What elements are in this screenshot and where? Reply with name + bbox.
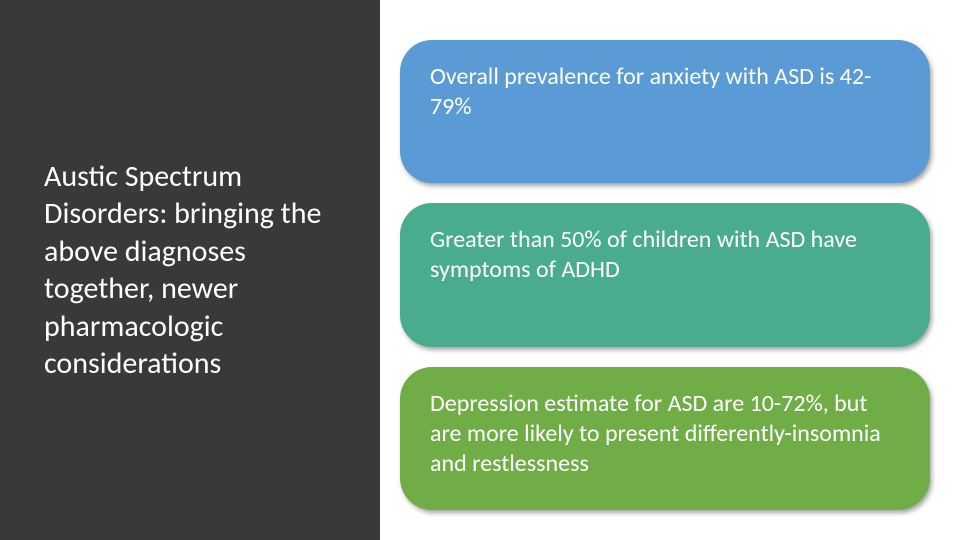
- info-card: Depression estimate for ASD are 10-72%, …: [400, 367, 930, 510]
- info-card: Overall prevalence for anxiety with ASD …: [400, 40, 930, 183]
- title-panel: Austic Spectrum Disorders: bringing the …: [0, 0, 380, 540]
- info-card-text: Depression estimate for ASD are 10-72%, …: [430, 389, 900, 479]
- slide-title: Austic Spectrum Disorders: bringing the …: [44, 158, 340, 383]
- cards-panel: Overall prevalence for anxiety with ASD …: [380, 0, 960, 540]
- info-card: Greater than 50% of children with ASD ha…: [400, 203, 930, 346]
- info-card-text: Greater than 50% of children with ASD ha…: [430, 225, 900, 285]
- info-card-text: Overall prevalence for anxiety with ASD …: [430, 62, 900, 122]
